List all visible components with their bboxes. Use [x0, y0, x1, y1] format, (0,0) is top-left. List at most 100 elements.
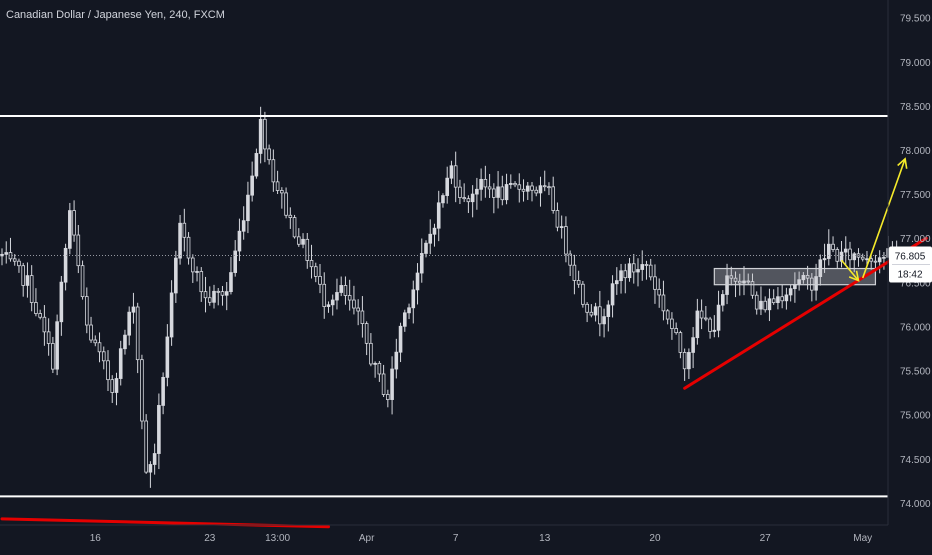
- candle-body: [59, 281, 64, 323]
- price-badge-countdown: 18:42: [897, 269, 922, 280]
- candle-body: [513, 183, 517, 186]
- candle-body: [89, 324, 93, 341]
- candle-body: [135, 306, 140, 361]
- candle-body: [216, 290, 221, 293]
- candle-body: [877, 257, 882, 263]
- candle-body: [407, 307, 411, 314]
- projection-arrow[interactable]: [861, 158, 906, 279]
- candle-body: [326, 304, 331, 307]
- candle-body: [487, 186, 492, 190]
- candle-body: [865, 258, 869, 261]
- candle-body: [390, 368, 394, 400]
- candle-body: [25, 275, 30, 286]
- x-tick-label: 23: [204, 533, 216, 544]
- candle-body: [657, 288, 661, 296]
- candle-body: [313, 266, 318, 277]
- candle-body: [483, 178, 488, 188]
- candle-body: [589, 311, 594, 316]
- candle-body: [267, 148, 271, 161]
- candle-body: [144, 420, 148, 473]
- candle-body: [356, 307, 360, 312]
- candle-body: [432, 227, 437, 235]
- candle-body: [780, 296, 784, 302]
- candle-body: [360, 310, 365, 324]
- candle-body: [449, 165, 454, 179]
- candle-body: [131, 306, 136, 313]
- candle-body: [38, 313, 42, 318]
- x-tick-label: 27: [760, 533, 772, 544]
- candle-body: [827, 243, 831, 259]
- candle-body: [258, 118, 263, 154]
- candle-body: [305, 238, 310, 261]
- candle-body: [598, 306, 602, 325]
- candle-body: [21, 265, 25, 286]
- candle-body: [224, 291, 229, 296]
- candle-body: [110, 379, 115, 393]
- support-zone-rectangle[interactable]: [713, 267, 877, 286]
- candle-body: [585, 303, 589, 313]
- candle-body: [233, 250, 238, 273]
- candle-body: [229, 272, 233, 293]
- candle-body: [466, 198, 471, 203]
- candle-body: [602, 316, 606, 325]
- candle-body: [631, 263, 636, 273]
- x-tick-label: 20: [649, 533, 661, 544]
- candle-body: [436, 202, 441, 229]
- candle-body: [237, 230, 242, 252]
- candle-body: [106, 360, 110, 381]
- candle-body: [29, 275, 34, 303]
- candle-body: [271, 159, 276, 183]
- candle-body: [12, 258, 17, 262]
- candle-body: [364, 323, 369, 344]
- candle-body: [402, 312, 407, 327]
- candle-body: [127, 311, 132, 336]
- candle-body: [352, 299, 356, 309]
- candle-body: [759, 300, 763, 310]
- candle-body: [716, 304, 721, 331]
- candle-body: [182, 222, 187, 238]
- candle-body: [114, 378, 119, 393]
- candle-body: [754, 294, 759, 310]
- candle-body: [542, 185, 547, 188]
- candle-body: [343, 285, 348, 296]
- candle-body: [140, 359, 144, 422]
- candle-body: [691, 337, 695, 353]
- candle-body: [674, 328, 678, 334]
- candle-body: [63, 247, 68, 283]
- candle-body: [76, 234, 81, 267]
- candle-body: [246, 194, 250, 222]
- candle-body: [538, 185, 543, 194]
- candle-body: [178, 222, 182, 259]
- candle-body: [733, 277, 738, 282]
- candle-body: [46, 331, 51, 344]
- y-tick-label: 75.000: [900, 411, 931, 422]
- candle-body: [559, 226, 564, 228]
- y-tick-label: 78.500: [900, 102, 931, 113]
- y-tick-label: 74.000: [900, 499, 931, 510]
- candle-body: [479, 178, 483, 190]
- x-tick-label: May: [853, 533, 872, 544]
- candle-body: [241, 220, 246, 232]
- candle-body: [419, 253, 424, 274]
- candle-body: [860, 256, 865, 260]
- y-tick-label: 79.500: [900, 14, 931, 25]
- candle-body: [42, 316, 47, 333]
- candle-body: [814, 276, 818, 291]
- candle-body: [462, 197, 466, 200]
- candle-body: [742, 280, 746, 284]
- candle-body: [784, 294, 789, 302]
- candle-body: [712, 329, 717, 332]
- candle-body: [169, 292, 174, 338]
- candle-body: [708, 318, 712, 332]
- candle-body: [644, 264, 649, 266]
- candle-body: [767, 298, 772, 311]
- candle-body: [288, 214, 293, 218]
- trendline[interactable]: [683, 236, 928, 390]
- candle-body: [0, 253, 4, 257]
- projection-arrow[interactable]: [840, 259, 860, 282]
- candle-body: [636, 269, 640, 273]
- candle-body: [606, 304, 611, 318]
- candle-body: [34, 302, 38, 314]
